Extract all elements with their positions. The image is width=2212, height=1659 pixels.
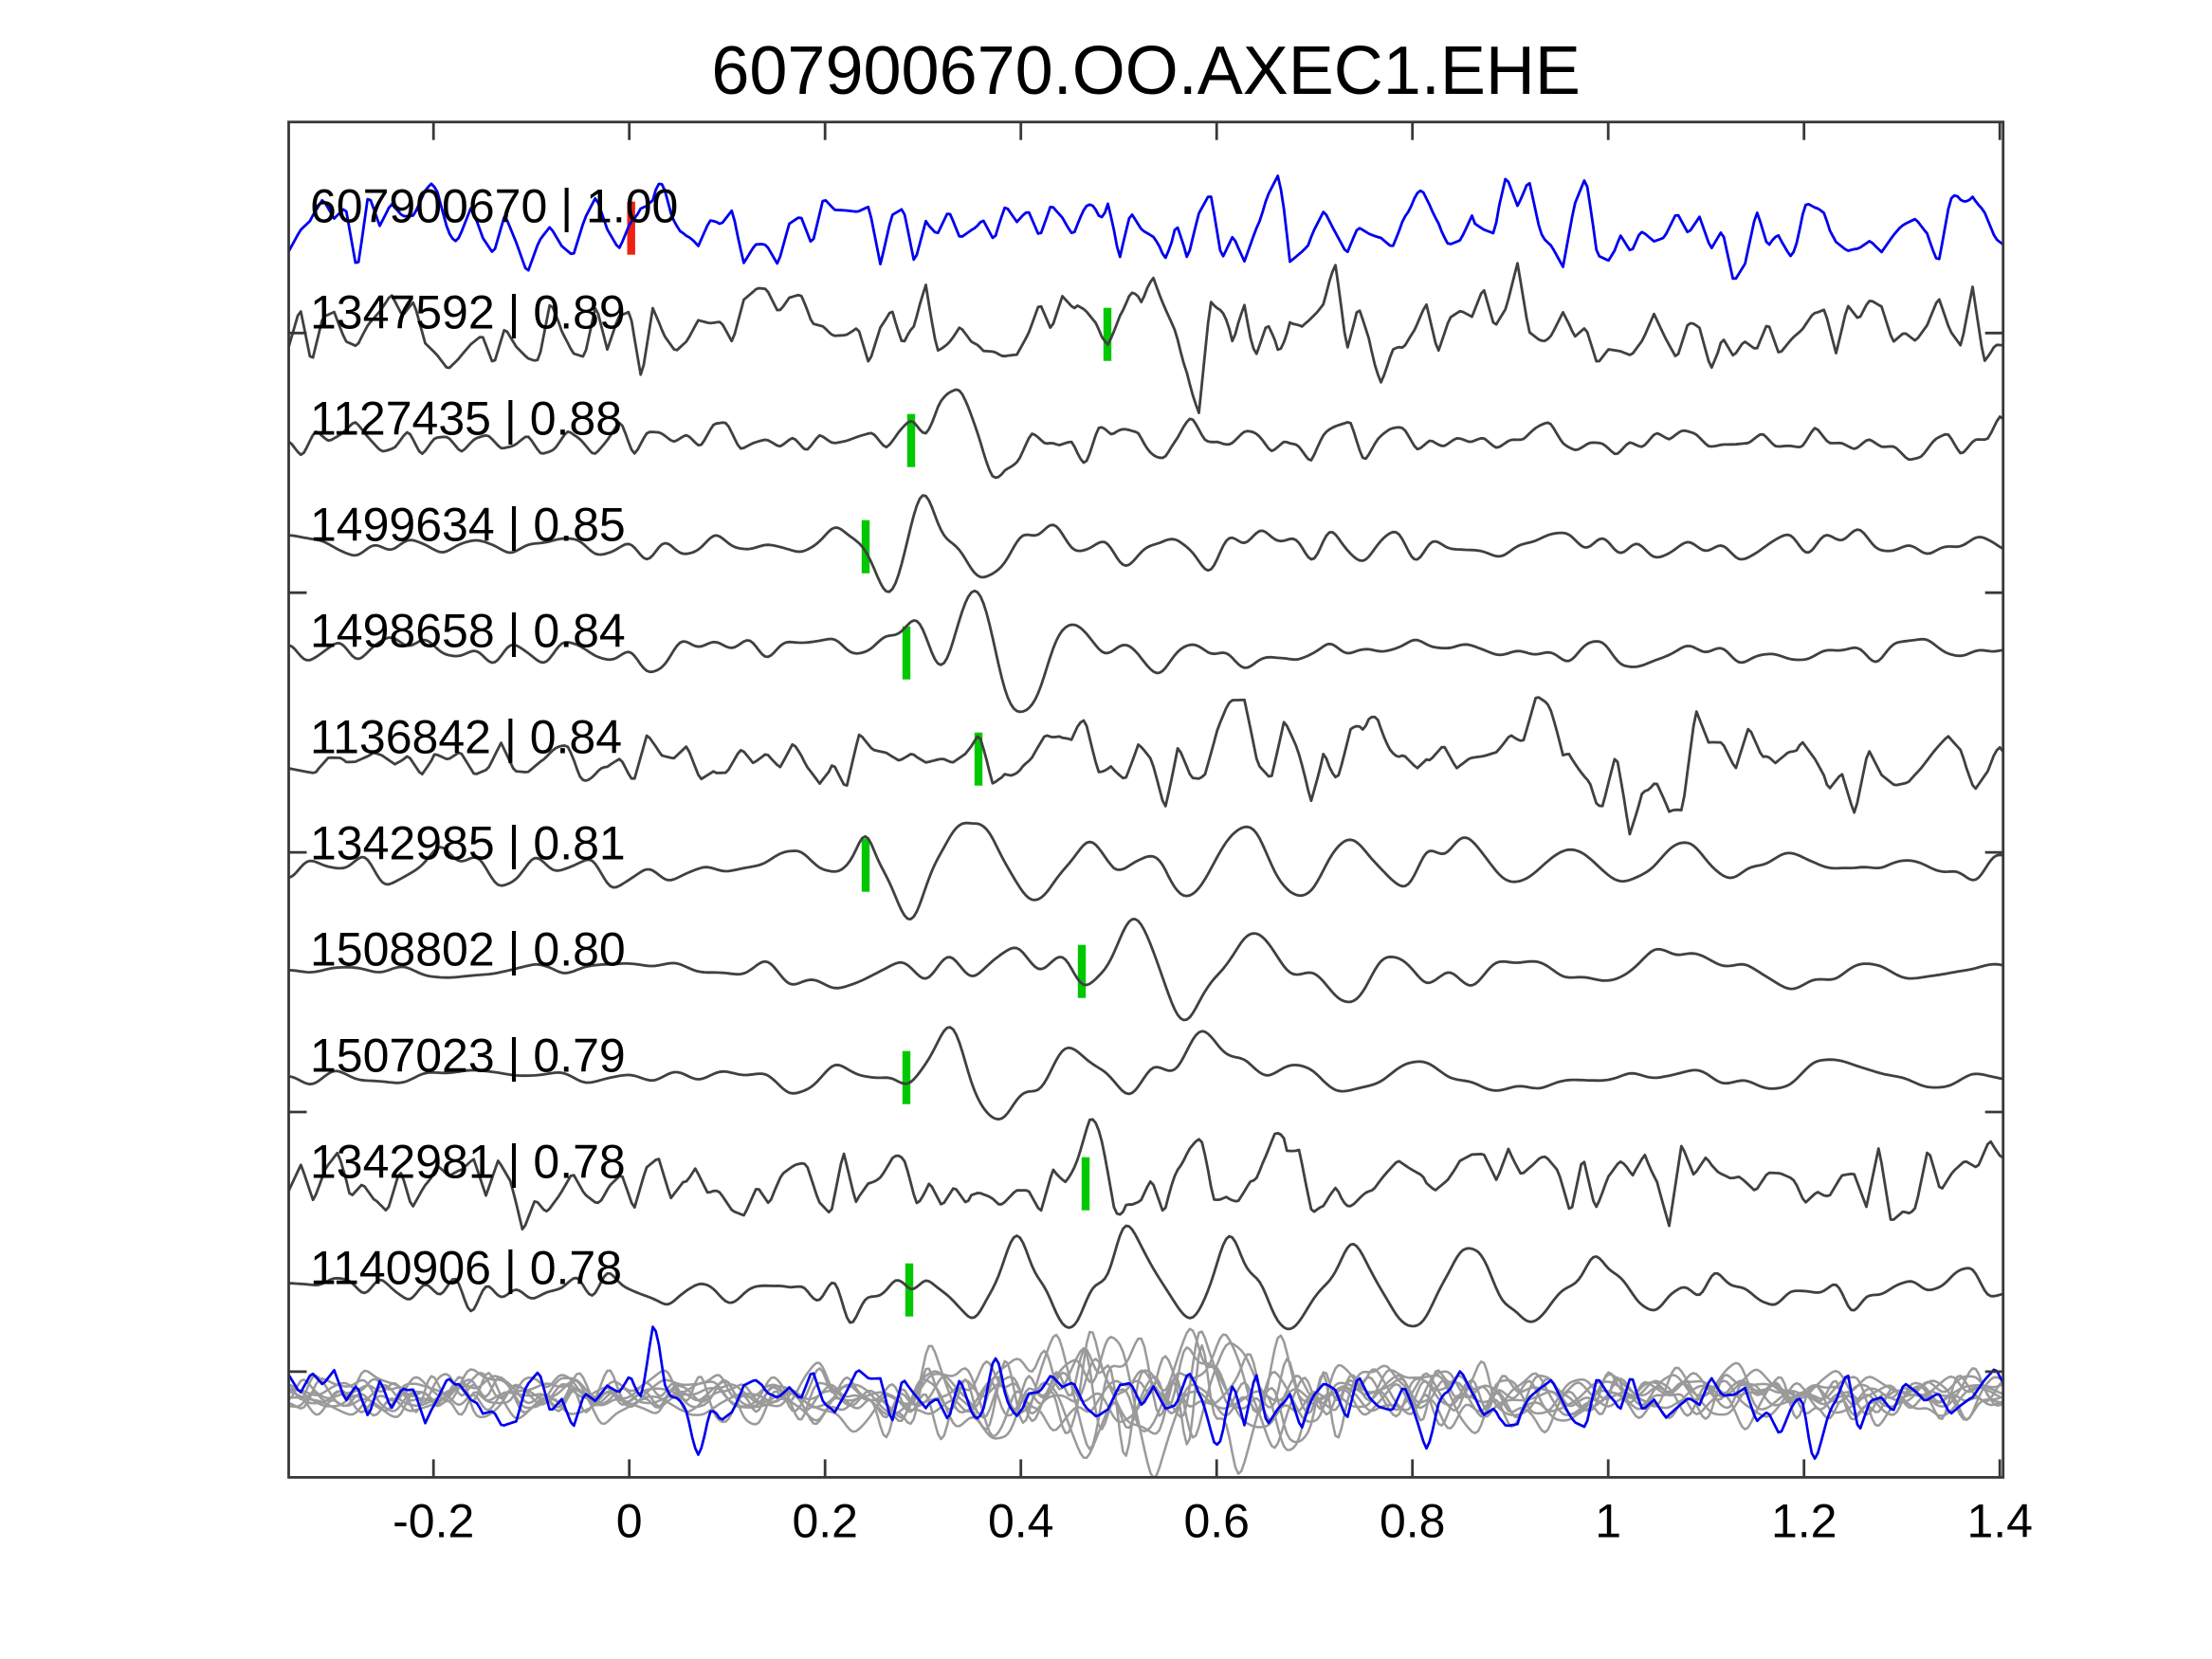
svg-text:1507023 | 0.79: 1507023 | 0.79 xyxy=(310,1030,626,1083)
svg-text:-0.2: -0.2 xyxy=(393,1495,474,1548)
svg-text:1508802 | 0.80: 1508802 | 0.80 xyxy=(310,923,626,976)
svg-text:0.2: 0.2 xyxy=(792,1495,858,1548)
svg-text:607900670 | 1.00: 607900670 | 1.00 xyxy=(310,180,678,233)
svg-text:1140906 | 0.78: 1140906 | 0.78 xyxy=(310,1242,622,1295)
svg-text:1: 1 xyxy=(1595,1495,1621,1548)
svg-text:607900670.OO.AXEC1.EHE: 607900670.OO.AXEC1.EHE xyxy=(711,33,1581,109)
svg-text:1127435 | 0.88: 1127435 | 0.88 xyxy=(310,392,622,446)
svg-text:1.4: 1.4 xyxy=(1966,1495,2033,1548)
svg-text:1347592 | 0.89: 1347592 | 0.89 xyxy=(310,286,626,339)
svg-text:0.8: 0.8 xyxy=(1380,1495,1446,1548)
svg-text:1342981 | 0.78: 1342981 | 0.78 xyxy=(310,1136,626,1189)
svg-text:0: 0 xyxy=(616,1495,643,1548)
svg-text:1499634 | 0.85: 1499634 | 0.85 xyxy=(310,499,626,552)
svg-text:0.6: 0.6 xyxy=(1183,1495,1250,1548)
svg-text:0.4: 0.4 xyxy=(988,1495,1054,1548)
svg-text:1.2: 1.2 xyxy=(1771,1495,1837,1548)
svg-text:1136842 | 0.84: 1136842 | 0.84 xyxy=(310,711,622,764)
svg-text:1498658 | 0.84: 1498658 | 0.84 xyxy=(310,605,626,658)
svg-text:1342985 | 0.81: 1342985 | 0.81 xyxy=(310,817,626,870)
